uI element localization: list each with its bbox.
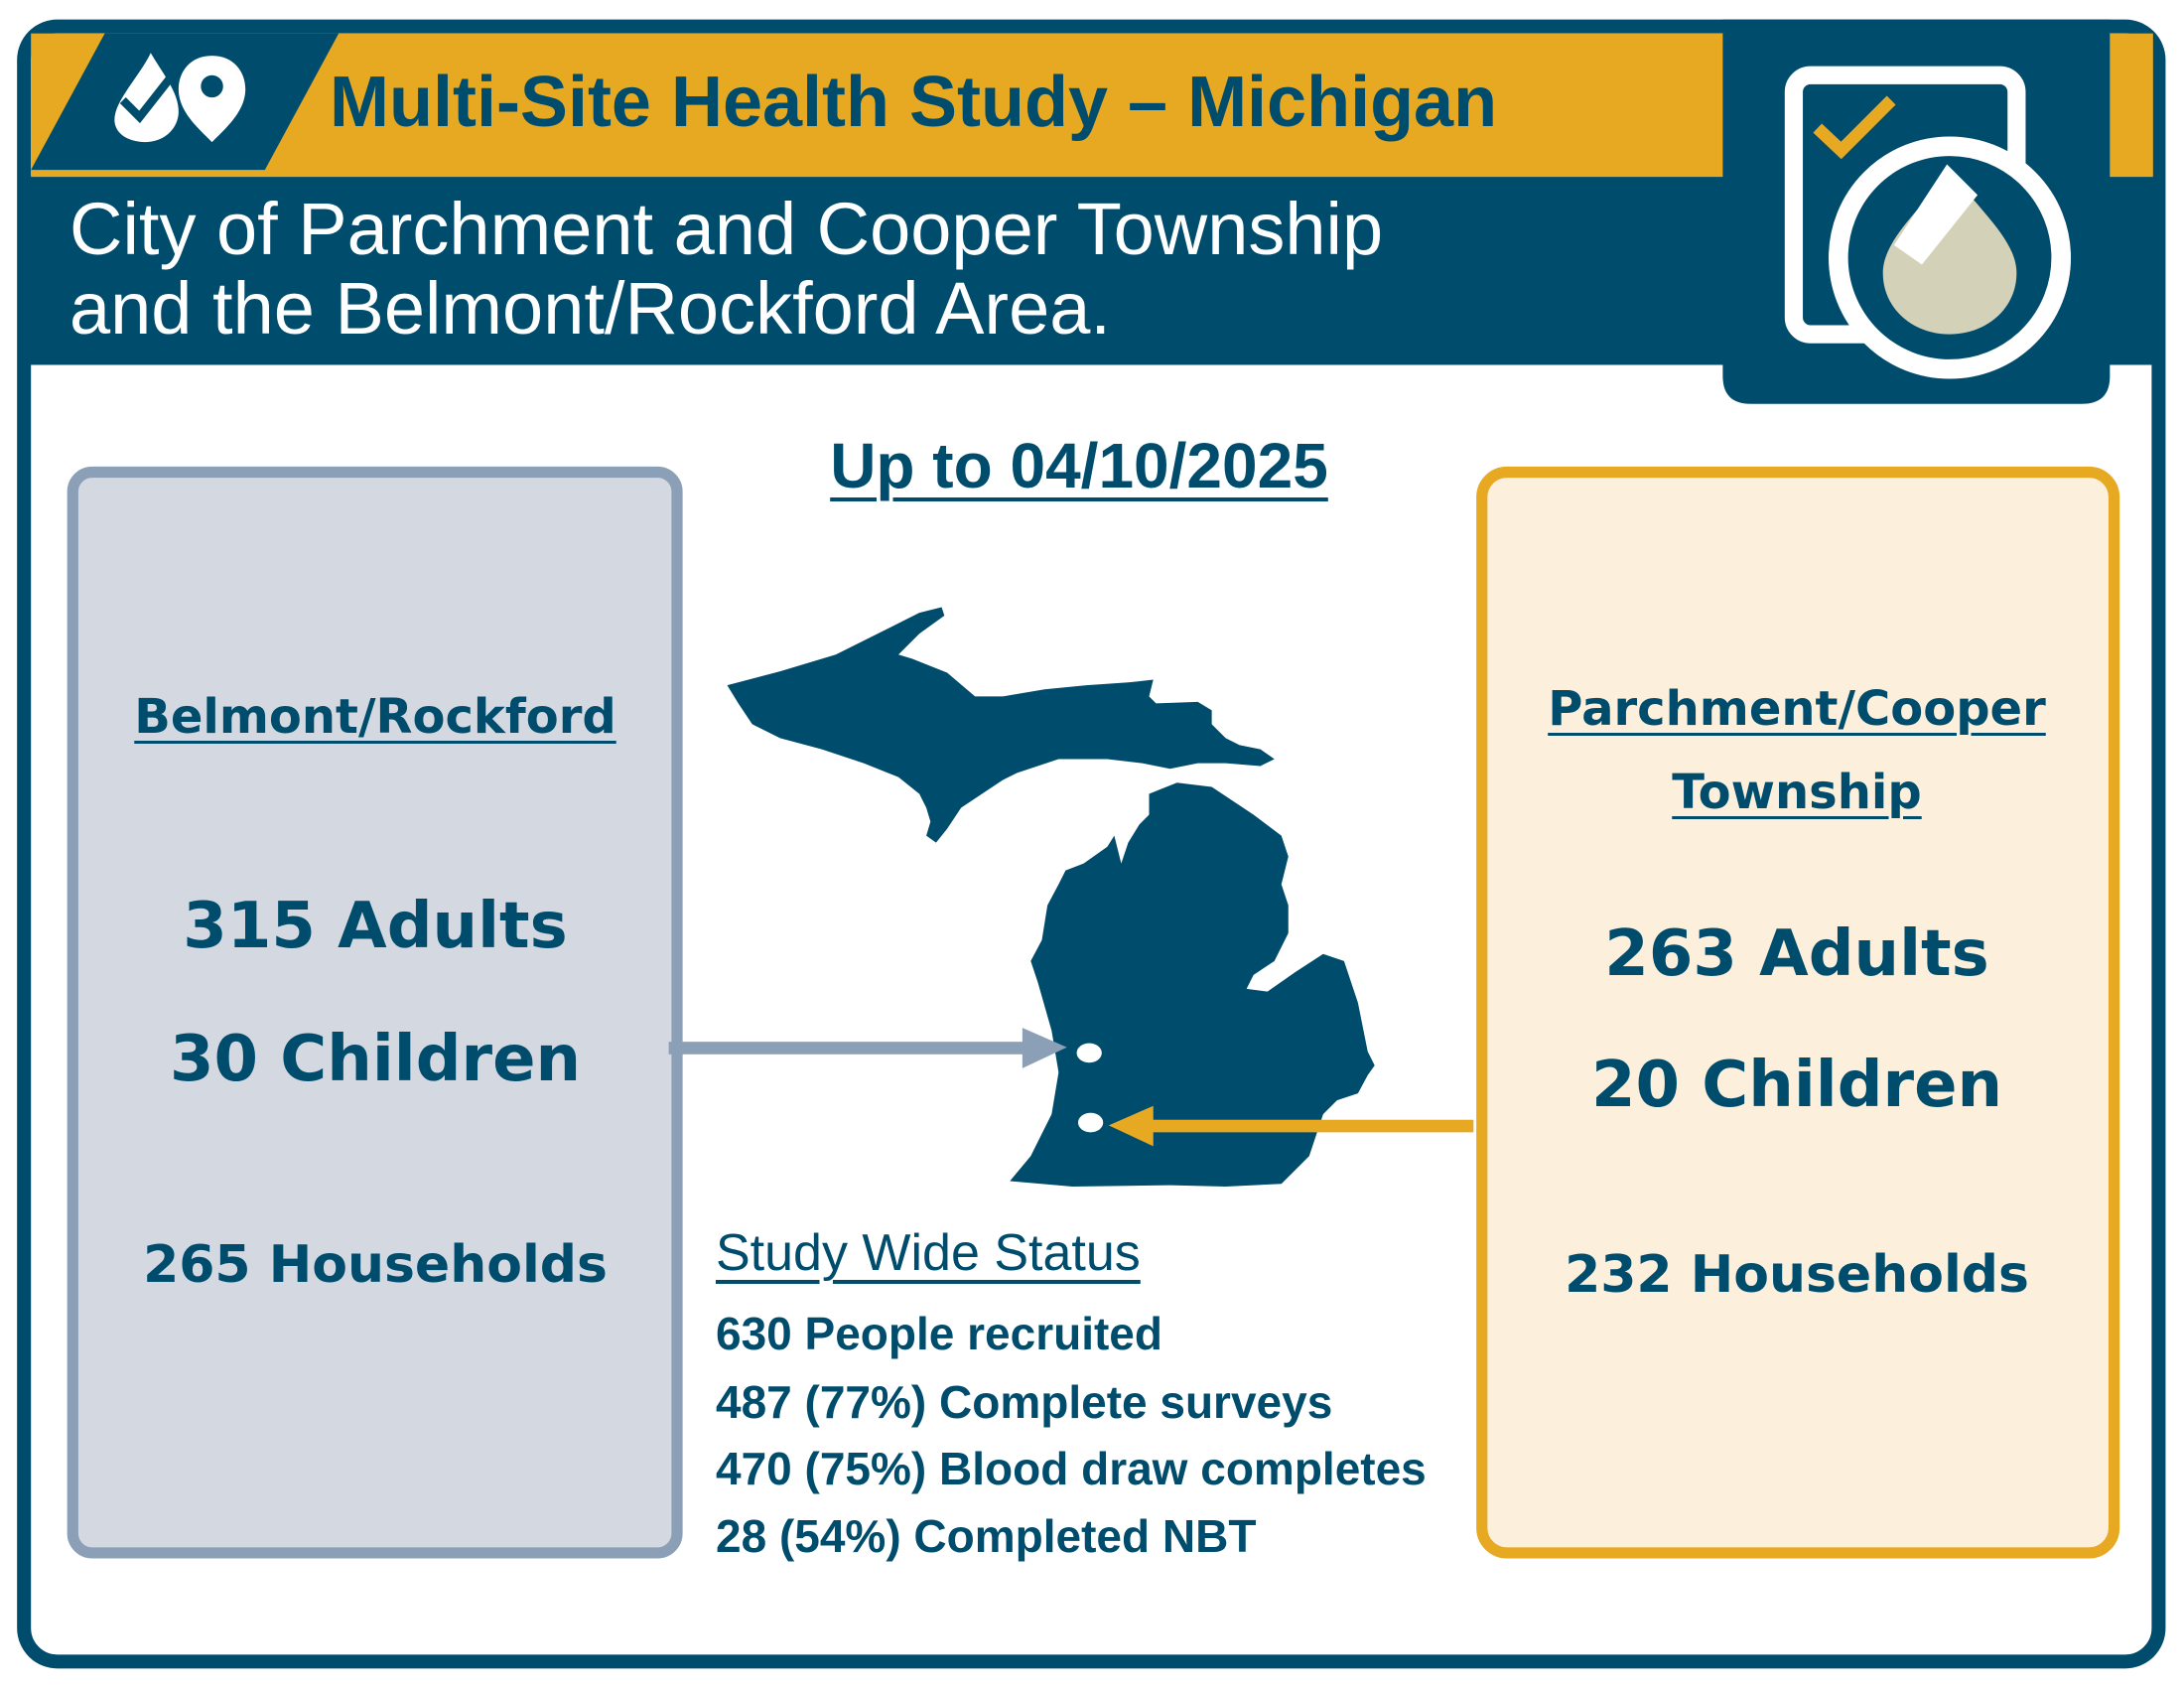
droplet-map-pin-icon — [114, 53, 246, 143]
status-line: 470 (75%) Blood draw completes — [716, 1443, 1427, 1494]
parchment-cooper-panel — [1476, 466, 2120, 1559]
michigan-map — [727, 607, 1375, 1188]
status-line: 487 (77%) Complete surveys — [716, 1376, 1333, 1428]
upper-peninsula — [727, 607, 1275, 843]
parchment-cooper-title-line-2: Township — [1672, 765, 1922, 820]
subtitle-line-2: and the Belmont/Rockford Area. — [69, 267, 1111, 350]
subtitle-line-1: City of Parchment and Cooper Township — [69, 188, 1384, 270]
belmont-rockford-title: Belmont/Rockford — [134, 689, 616, 745]
parchment-adults: 263 Adults — [1604, 917, 1989, 991]
belmont-adults: 315 Adults — [183, 890, 568, 963]
belmont-children: 30 Children — [169, 1023, 582, 1096]
parchment-children: 20 Children — [1590, 1049, 2003, 1122]
belmont-rockford-marker — [1076, 1043, 1102, 1063]
date-label: Up to 04/10/2025 — [830, 430, 1328, 501]
parchment-households: 232 Households — [1565, 1245, 2029, 1305]
status-line: 630 People recruited — [716, 1308, 1162, 1359]
belmont-households: 265 Households — [143, 1235, 608, 1295]
status-line: 28 (54%) Completed NBT — [716, 1510, 1257, 1562]
parchment-arrow — [1108, 1105, 1474, 1147]
parchment-cooper-title-line-1: Parchment/Cooper — [1548, 681, 2046, 737]
clipboard-check-droplet-icon — [1784, 66, 2072, 379]
belmont-rockford-panel — [67, 466, 683, 1559]
status-heading: Study Wide Status — [716, 1224, 1141, 1282]
lower-peninsula — [1010, 782, 1375, 1188]
belmont-arrow — [668, 1028, 1067, 1068]
page-title: Multi-Site Health Study – Michigan — [330, 63, 1498, 142]
parchment-cooper-marker — [1077, 1112, 1104, 1133]
